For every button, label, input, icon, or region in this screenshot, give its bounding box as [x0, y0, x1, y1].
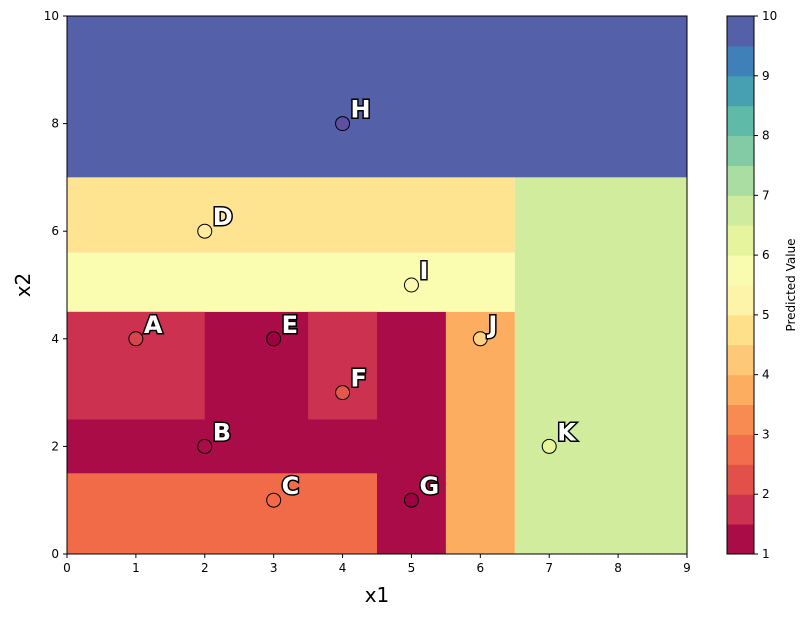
colorbar-tick-label: 7 — [762, 188, 770, 202]
y-tick-label: 2 — [51, 439, 59, 453]
colorbar-level-13 — [727, 136, 754, 166]
point-label-F: F — [351, 365, 367, 393]
colorbar — [727, 16, 754, 555]
point-E — [267, 332, 281, 346]
point-label-K: K — [557, 418, 577, 446]
colorbar-level-0 — [727, 524, 754, 554]
y-tick-label: 0 — [51, 547, 59, 561]
colorbar-tick-label: 3 — [762, 427, 770, 441]
x-tick-label: 3 — [270, 561, 278, 575]
y-tick-label: 4 — [51, 332, 59, 346]
point-C — [267, 493, 281, 507]
x-tick-label: 0 — [63, 561, 71, 575]
point-label-G: G — [419, 472, 439, 500]
x-tick-label: 2 — [201, 561, 209, 575]
colorbar-tick-label: 8 — [762, 129, 770, 143]
region-6 — [67, 312, 205, 420]
point-F — [336, 386, 350, 400]
y-tick-label: 8 — [51, 117, 59, 131]
point-B — [198, 439, 212, 453]
colorbar-tick-label: 9 — [762, 69, 770, 83]
x-tick-label: 5 — [408, 561, 416, 575]
colorbar-level-4 — [727, 405, 754, 435]
x-tick-label: 4 — [339, 561, 347, 575]
colorbar-tick-label: 10 — [762, 9, 777, 23]
y-axis-label: x2 — [11, 273, 35, 298]
point-label-C: C — [282, 472, 300, 500]
prediction-regions — [67, 16, 687, 554]
colorbar-level-7 — [727, 315, 754, 345]
colorbar-level-16 — [727, 46, 754, 76]
region-1 — [515, 177, 687, 554]
point-label-H: H — [351, 96, 371, 124]
x-tick-label: 6 — [477, 561, 485, 575]
y-tick-label: 6 — [51, 224, 59, 238]
colorbar-tick-label: 6 — [762, 248, 770, 262]
point-H — [336, 117, 350, 131]
point-label-J: J — [486, 311, 497, 339]
region-8 — [67, 473, 377, 554]
x-tick-label: 1 — [132, 561, 140, 575]
point-K — [542, 439, 556, 453]
point-label-E: E — [282, 311, 298, 339]
point-label-D: D — [213, 203, 233, 231]
colorbar-ticks: 1 2 3 4 5 6 7 8 9 10 — [754, 9, 777, 561]
colorbar-level-5 — [727, 375, 754, 405]
colorbar-level-6 — [727, 345, 754, 375]
region-3 — [67, 253, 515, 312]
colorbar-level-9 — [727, 255, 754, 285]
x-axis-ticks: 0 1 2 3 4 5 6 7 8 9 — [63, 554, 691, 575]
colorbar-tick-label: 5 — [762, 308, 770, 322]
point-label-I: I — [419, 257, 428, 285]
colorbar-level-2 — [727, 464, 754, 494]
colorbar-level-3 — [727, 434, 754, 464]
colorbar-tick-label: 2 — [762, 487, 770, 501]
point-D — [198, 224, 212, 238]
region-0 — [67, 16, 687, 177]
colorbar-level-15 — [727, 76, 754, 106]
y-axis-ticks: 0 2 4 6 8 10 — [44, 9, 67, 561]
x-tick-label: 7 — [545, 561, 553, 575]
region-2 — [67, 177, 515, 252]
point-label-A: A — [144, 311, 163, 339]
colorbar-tick-label: 1 — [762, 547, 770, 561]
colorbar-level-11 — [727, 195, 754, 225]
point-J — [473, 332, 487, 346]
x-axis-label: x1 — [365, 583, 390, 607]
point-I — [404, 278, 418, 292]
point-A — [129, 332, 143, 346]
x-tick-label: 9 — [683, 561, 691, 575]
colorbar-level-10 — [727, 225, 754, 255]
point-label-B: B — [213, 418, 231, 446]
point-G — [404, 493, 418, 507]
colorbar-level-14 — [727, 106, 754, 136]
colorbar-tick-label: 4 — [762, 368, 770, 382]
colorbar-level-8 — [727, 285, 754, 315]
colorbar-label: Predicted Value — [784, 238, 798, 331]
region-4 — [446, 312, 515, 554]
colorbar-level-12 — [727, 165, 754, 195]
x-tick-label: 8 — [614, 561, 622, 575]
y-tick-label: 10 — [44, 9, 59, 23]
colorbar-level-1 — [727, 494, 754, 524]
colorbar-level-17 — [727, 16, 754, 46]
